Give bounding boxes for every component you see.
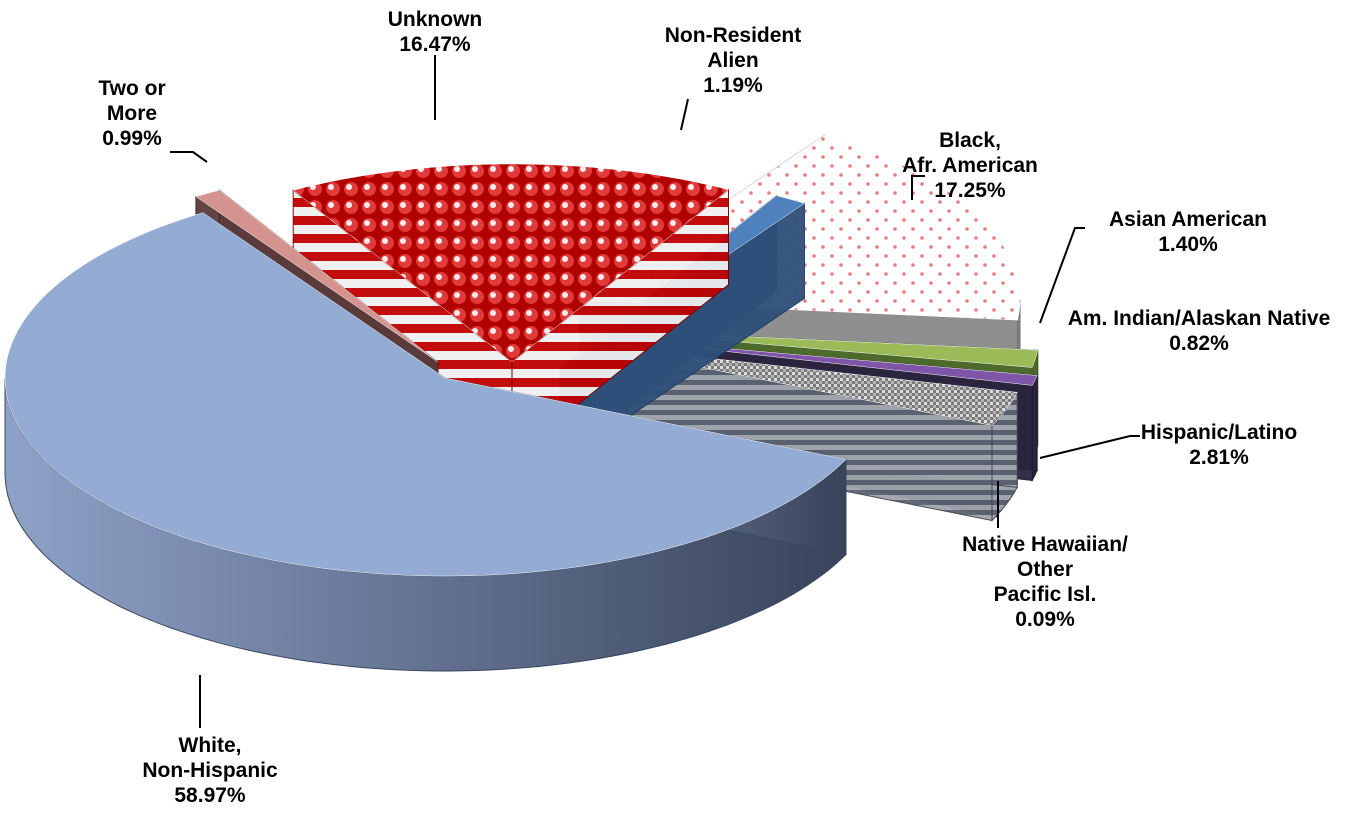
data-label-line: Pacific Isl.: [994, 583, 1097, 606]
data-label-hispanic-latino: Hispanic/Latino 2.81%: [1141, 421, 1297, 469]
data-label-asian-american: Asian American 1.40%: [1109, 208, 1267, 256]
leader-line-two-or-more: [170, 151, 208, 163]
data-label-line: Non-Resident: [665, 24, 802, 47]
data-label-line: 2.81%: [1189, 446, 1249, 469]
data-label-line: Alien: [707, 49, 758, 72]
data-label-line: Non-Hispanic: [142, 759, 278, 782]
data-label-black-afr-american: Black, Afr. American 17.25%: [902, 129, 1038, 202]
data-label-line: Native Hawaiian/: [962, 533, 1128, 556]
data-label-line: 1.40%: [1158, 233, 1218, 256]
data-label-line: Hispanic/Latino: [1141, 421, 1297, 444]
leader-line-asian-american: [1039, 227, 1085, 324]
data-label-line: White,: [179, 734, 242, 757]
data-label-native-hawaiian-other-pacific-isl: Native Hawaiian/Other Pacific Isl. 0.09%: [962, 533, 1128, 631]
data-label-white-non-hispanic: White, Non-Hispanic 58.97%: [142, 734, 278, 807]
data-label-am-indian-alaskan-native: Am. Indian/Alaskan Native 0.82%: [1068, 307, 1331, 355]
data-label-line: Black,: [939, 129, 1001, 152]
data-label-line: Asian American: [1109, 208, 1267, 231]
leader-line-black-afr-american: [911, 175, 925, 200]
leader-line-hispanic-latino: [1039, 435, 1140, 459]
data-label-line: Am. Indian/Alaskan Native: [1068, 307, 1331, 330]
data-label-line: 16.47%: [399, 33, 471, 56]
data-label-two-or-more: Two or More 0.99%: [98, 77, 165, 150]
data-label-unknown: Unknown 16.47%: [388, 8, 483, 56]
data-label-line: Other: [1017, 558, 1073, 581]
data-label-line: 17.25%: [934, 179, 1006, 202]
data-label-line: More: [107, 102, 157, 125]
data-label-line: Unknown: [388, 8, 483, 31]
slice-top-white-non-hispanic: [4, 212, 847, 577]
slice-top-two-or-more: [195, 189, 439, 363]
data-label-line: 0.99%: [102, 127, 162, 150]
slice-white-non-hispanic: [4, 211, 847, 672]
data-label-line: Two or: [98, 77, 165, 100]
slice-top-unknown: [292, 163, 730, 363]
data-label-line: 58.97%: [174, 784, 246, 807]
data-label-non-resident-alien: Non-Resident Alien 1.19%: [665, 24, 802, 97]
data-label-line: Afr. American: [902, 154, 1038, 177]
leader-line-non-resident-alien: [680, 98, 689, 131]
data-label-line: 0.82%: [1169, 332, 1229, 355]
data-label-line: 0.09%: [1015, 608, 1075, 631]
data-label-line: 1.19%: [703, 74, 763, 97]
